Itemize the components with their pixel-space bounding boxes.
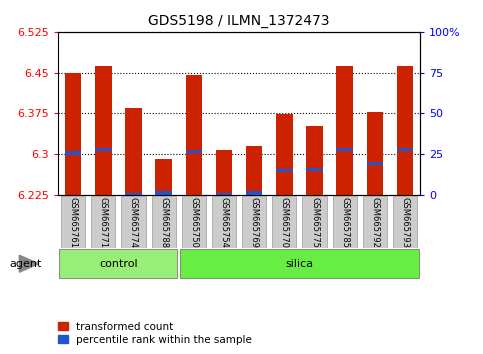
Bar — [185, 75, 202, 195]
Legend: transformed count, percentile rank within the sample: transformed count, percentile rank withi… — [54, 317, 256, 349]
Bar — [156, 159, 172, 195]
Bar — [367, 112, 383, 195]
Text: GSM665793: GSM665793 — [400, 198, 410, 249]
FancyBboxPatch shape — [212, 196, 236, 248]
Bar — [95, 66, 112, 195]
Bar — [216, 193, 232, 196]
Bar — [367, 161, 383, 165]
Bar — [65, 73, 81, 195]
Bar — [125, 193, 142, 196]
FancyBboxPatch shape — [61, 196, 85, 248]
FancyBboxPatch shape — [152, 196, 176, 248]
FancyBboxPatch shape — [363, 196, 387, 248]
Bar — [306, 126, 323, 195]
Bar — [125, 108, 142, 195]
Bar — [337, 66, 353, 195]
Bar — [276, 169, 293, 172]
Text: GSM665761: GSM665761 — [69, 198, 78, 249]
FancyBboxPatch shape — [180, 249, 419, 278]
Text: GSM665754: GSM665754 — [219, 198, 228, 248]
FancyBboxPatch shape — [121, 196, 145, 248]
FancyBboxPatch shape — [182, 196, 206, 248]
Polygon shape — [19, 255, 39, 272]
Text: GSM665769: GSM665769 — [250, 198, 259, 249]
Bar — [156, 192, 172, 195]
Bar — [246, 146, 262, 195]
FancyBboxPatch shape — [272, 196, 297, 248]
Bar — [95, 148, 112, 151]
FancyBboxPatch shape — [302, 196, 327, 248]
Bar — [276, 114, 293, 195]
Bar — [246, 192, 262, 195]
Bar — [397, 148, 413, 151]
Text: GSM665774: GSM665774 — [129, 198, 138, 249]
Bar — [306, 167, 323, 171]
Text: GSM665771: GSM665771 — [99, 198, 108, 249]
Bar — [185, 150, 202, 153]
Text: agent: agent — [10, 259, 42, 269]
Bar — [337, 148, 353, 151]
FancyBboxPatch shape — [333, 196, 357, 248]
Bar — [216, 150, 232, 195]
Text: GSM665750: GSM665750 — [189, 198, 199, 248]
Text: GSM665788: GSM665788 — [159, 198, 168, 249]
Text: silica: silica — [285, 259, 313, 269]
FancyBboxPatch shape — [91, 196, 115, 248]
Bar — [65, 151, 81, 155]
Title: GDS5198 / ILMN_1372473: GDS5198 / ILMN_1372473 — [148, 14, 330, 28]
Bar — [397, 66, 413, 195]
Text: GSM665775: GSM665775 — [310, 198, 319, 249]
Text: GSM665792: GSM665792 — [370, 198, 380, 248]
Text: GSM665785: GSM665785 — [340, 198, 349, 249]
FancyBboxPatch shape — [393, 196, 417, 248]
FancyBboxPatch shape — [59, 249, 177, 278]
Text: GSM665770: GSM665770 — [280, 198, 289, 249]
Text: control: control — [99, 259, 138, 269]
FancyBboxPatch shape — [242, 196, 266, 248]
